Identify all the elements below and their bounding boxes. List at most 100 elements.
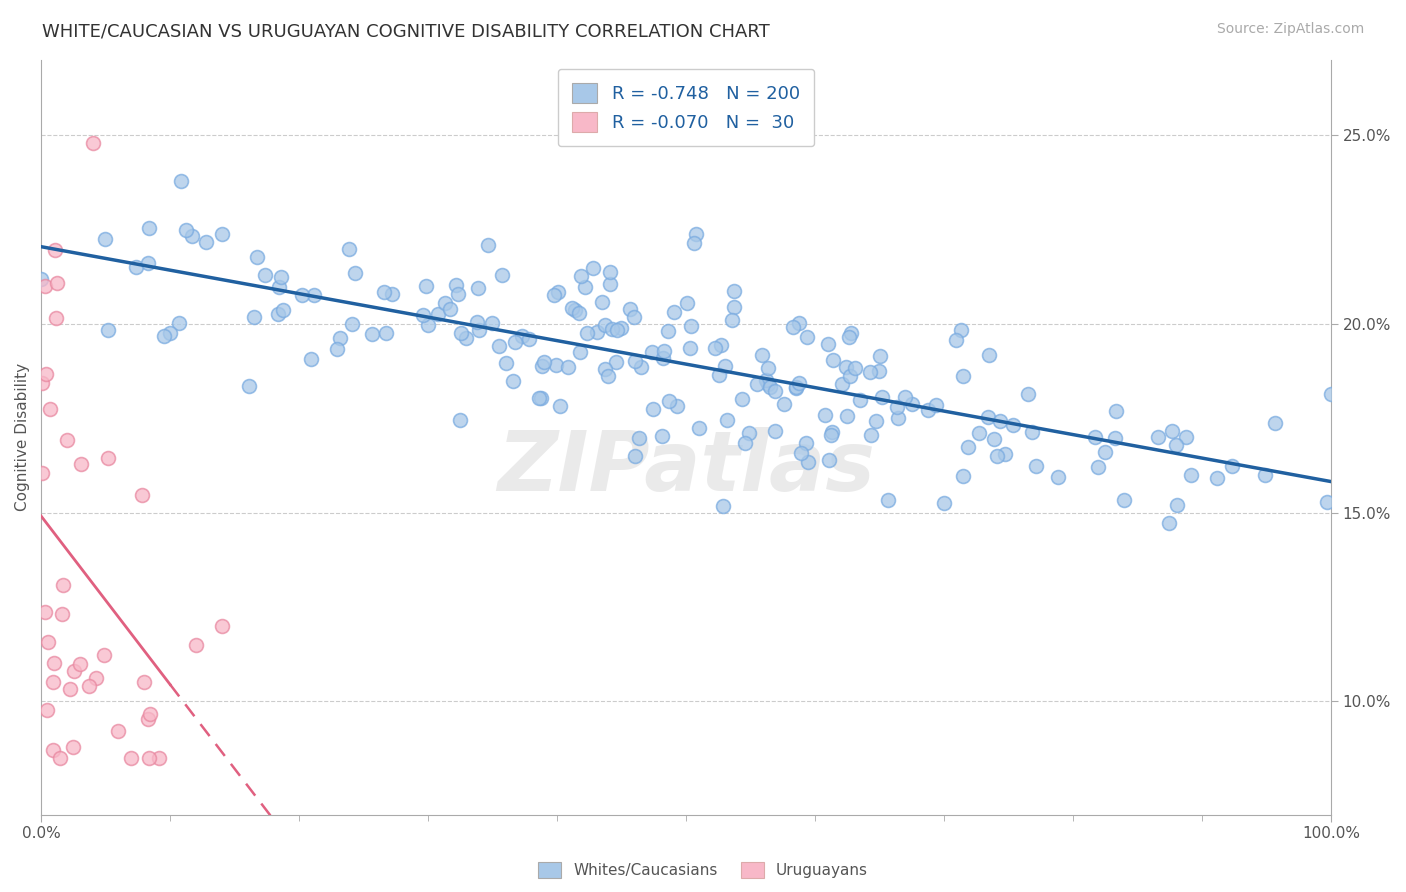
Point xyxy=(35,367,58,381)
Point xyxy=(790,446,813,460)
Point xyxy=(865,414,887,428)
Point xyxy=(1254,467,1277,482)
Point xyxy=(337,242,360,256)
Point xyxy=(439,301,461,316)
Point xyxy=(839,326,862,340)
Point xyxy=(785,381,807,395)
Point xyxy=(591,294,613,309)
Point xyxy=(1105,403,1128,417)
Point xyxy=(714,359,737,373)
Point xyxy=(683,236,706,251)
Point xyxy=(447,286,470,301)
Point xyxy=(495,356,517,370)
Point xyxy=(52,577,75,591)
Point xyxy=(44,244,66,258)
Point xyxy=(716,413,738,427)
Point xyxy=(1180,468,1202,483)
Point xyxy=(120,751,142,765)
Text: ZIPatlas: ZIPatlas xyxy=(498,426,875,508)
Point xyxy=(652,344,675,359)
Point xyxy=(39,402,62,417)
Point xyxy=(97,451,120,466)
Point xyxy=(599,277,621,292)
Point xyxy=(329,331,352,345)
Point xyxy=(1164,438,1187,452)
Point xyxy=(1025,459,1047,474)
Point xyxy=(138,751,160,765)
Point xyxy=(704,342,727,356)
Point xyxy=(787,376,810,391)
Point xyxy=(543,288,565,302)
Point xyxy=(450,326,472,341)
Point xyxy=(304,288,326,302)
Point xyxy=(747,376,769,391)
Point xyxy=(211,619,233,633)
Point xyxy=(1220,459,1243,474)
Point xyxy=(585,325,607,339)
Point xyxy=(568,306,591,320)
Point xyxy=(838,330,860,344)
Text: Source: ZipAtlas.com: Source: ZipAtlas.com xyxy=(1216,22,1364,37)
Point xyxy=(546,358,568,372)
Point xyxy=(194,235,217,249)
Point xyxy=(887,411,910,425)
Point xyxy=(817,453,839,467)
Point xyxy=(69,457,91,471)
Point xyxy=(720,313,742,327)
Point xyxy=(1112,492,1135,507)
Point xyxy=(564,303,586,318)
Point xyxy=(723,300,745,314)
Point xyxy=(651,429,673,443)
Point xyxy=(42,656,65,670)
Point xyxy=(763,424,786,438)
Point xyxy=(449,413,471,427)
Point xyxy=(870,390,893,404)
Point xyxy=(433,295,456,310)
Point xyxy=(170,174,193,188)
Point xyxy=(787,316,810,330)
Point xyxy=(51,607,73,622)
Point xyxy=(1320,386,1343,401)
Point xyxy=(415,279,437,293)
Point xyxy=(731,392,754,406)
Point xyxy=(488,339,510,353)
Point xyxy=(986,450,1008,464)
Point xyxy=(945,333,967,347)
Point xyxy=(707,368,730,382)
Point xyxy=(1046,470,1069,484)
Point xyxy=(773,397,796,411)
Point xyxy=(503,334,526,349)
Point xyxy=(31,376,53,390)
Point xyxy=(30,271,52,285)
Point xyxy=(49,751,72,765)
Point xyxy=(42,674,65,689)
Point xyxy=(967,426,990,441)
Point xyxy=(465,315,488,329)
Point xyxy=(605,355,627,369)
Point xyxy=(136,256,159,270)
Point xyxy=(602,321,624,335)
Point xyxy=(723,284,745,298)
Point xyxy=(1094,444,1116,458)
Point xyxy=(641,345,664,359)
Point xyxy=(849,392,872,407)
Point xyxy=(271,302,294,317)
Point xyxy=(1206,471,1229,485)
Point xyxy=(93,648,115,663)
Point xyxy=(814,409,837,423)
Point xyxy=(131,487,153,501)
Point xyxy=(45,277,67,291)
Point xyxy=(360,326,382,341)
Point xyxy=(1017,387,1039,401)
Point xyxy=(502,374,524,388)
Point xyxy=(62,739,84,754)
Point xyxy=(839,369,862,384)
Point xyxy=(426,306,449,320)
Point xyxy=(710,337,733,351)
Point xyxy=(932,496,955,510)
Point xyxy=(547,285,569,299)
Point xyxy=(1083,430,1105,444)
Point xyxy=(181,228,204,243)
Point xyxy=(797,455,820,469)
Point xyxy=(606,323,628,337)
